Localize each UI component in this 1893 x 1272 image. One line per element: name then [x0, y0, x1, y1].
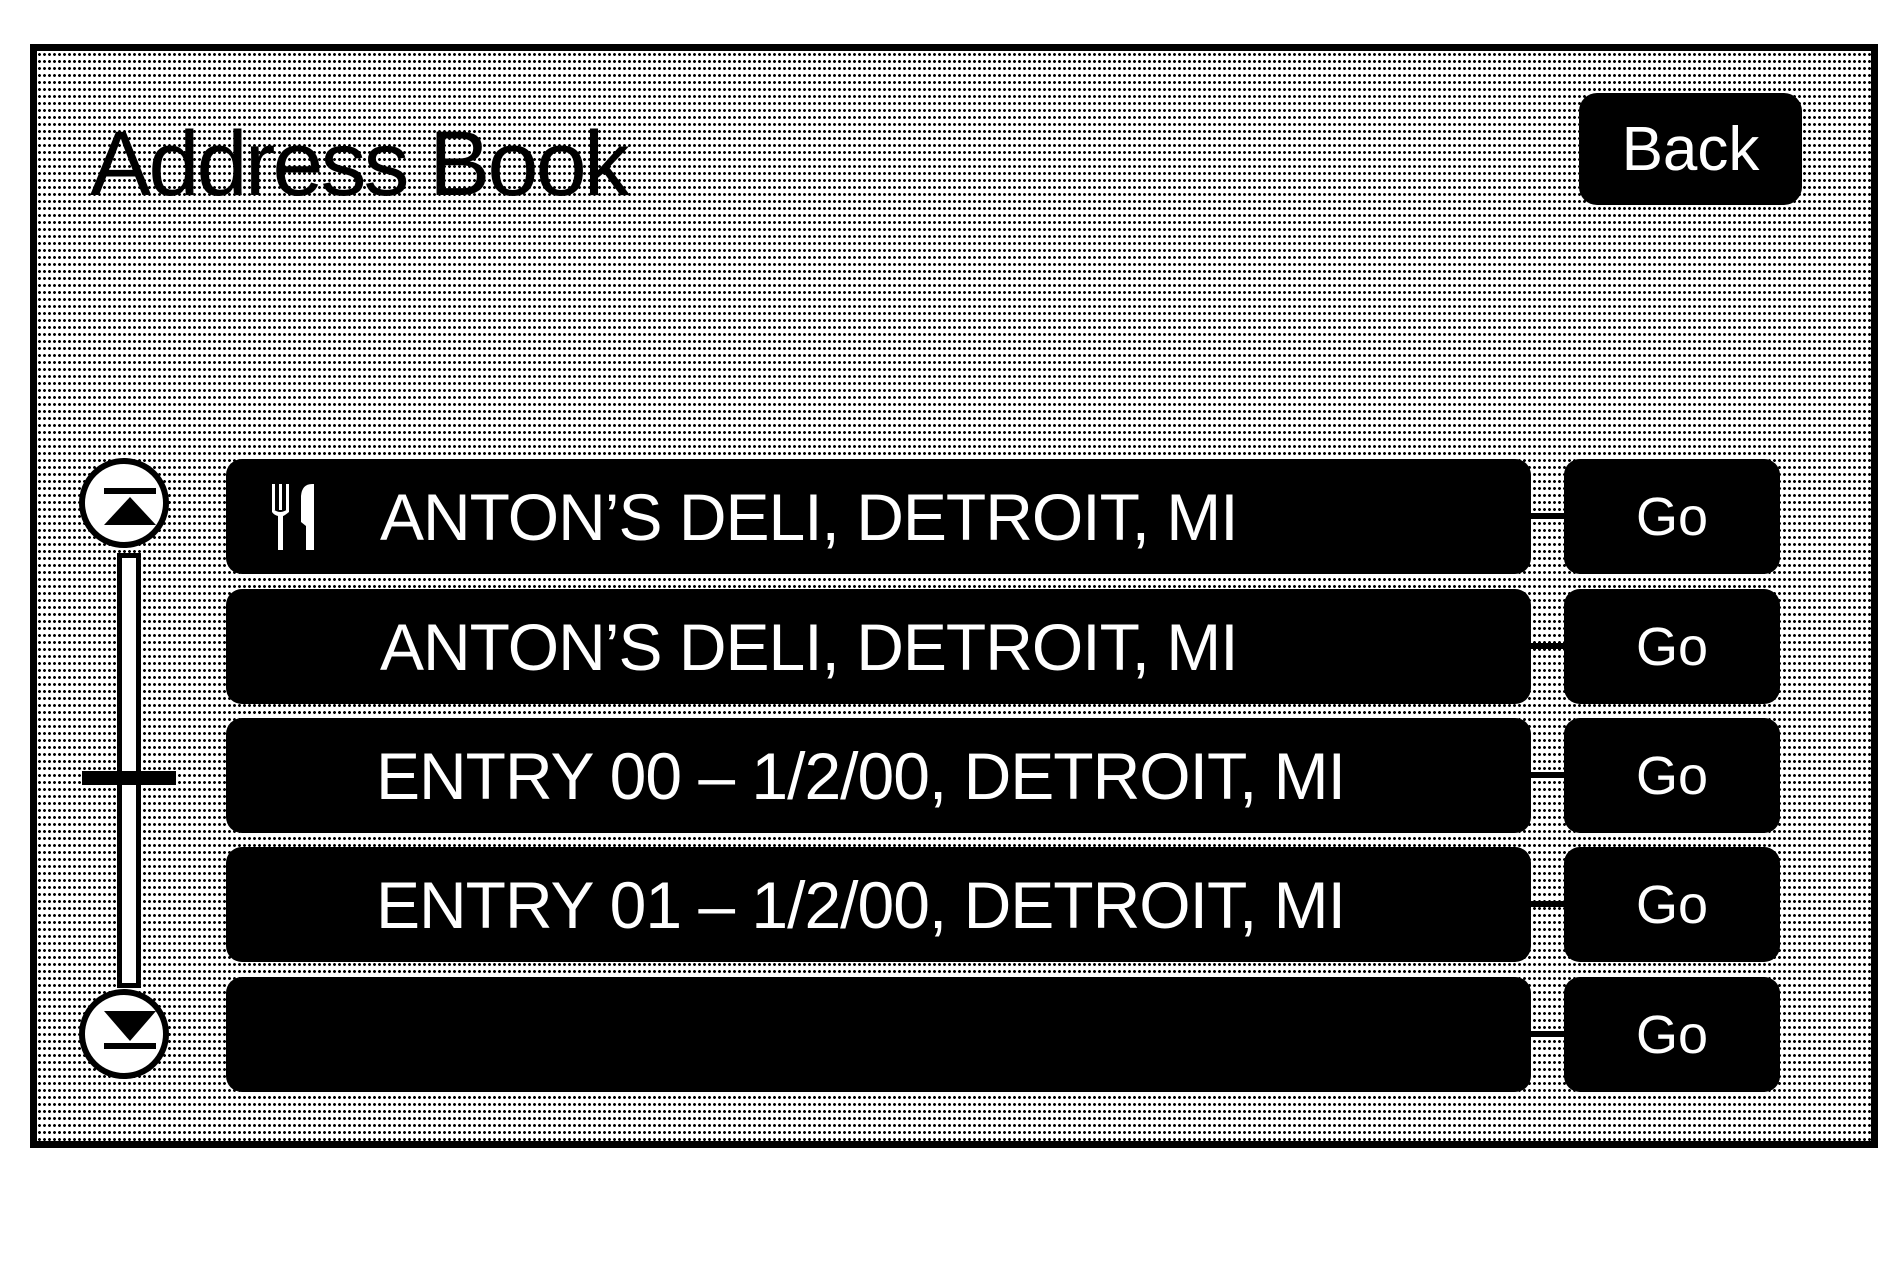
entry-label: ANTON’S DELI, DETROIT, MI: [380, 609, 1239, 684]
entry-label: ANTON’S DELI, DETROIT, MI: [380, 479, 1239, 554]
list-item[interactable]: ENTRY 00 – 1/2/00, DETROIT, MI: [226, 718, 1531, 833]
scroll-top-icon: [104, 488, 156, 525]
list-item[interactable]: ANTON’S DELI, DETROIT, MI: [226, 589, 1531, 704]
back-button[interactable]: Back: [1579, 93, 1802, 205]
scroll-down-button[interactable]: [79, 989, 169, 1079]
entry-label: ENTRY 01 – 1/2/00, DETROIT, MI: [376, 867, 1346, 942]
list-item[interactable]: ENTRY 01 – 1/2/00, DETROIT, MI: [226, 847, 1531, 962]
entry-label: ENTRY 00 – 1/2/00, DETROIT, MI: [376, 738, 1346, 813]
go-button[interactable]: Go: [1564, 459, 1780, 574]
connector-line: [1531, 1031, 1564, 1037]
scroll-bottom-icon: [104, 1011, 156, 1049]
connector-line: [1531, 513, 1564, 519]
connector-line: [1531, 901, 1564, 907]
go-button[interactable]: Go: [1564, 589, 1780, 704]
list-item[interactable]: [226, 977, 1531, 1092]
connector-line: [1531, 772, 1564, 778]
go-button[interactable]: Go: [1564, 977, 1780, 1092]
scroll-up-button[interactable]: [79, 458, 169, 548]
go-button[interactable]: Go: [1564, 847, 1780, 962]
go-button[interactable]: Go: [1564, 718, 1780, 833]
scrollbar-thumb[interactable]: [82, 771, 176, 785]
connector-line: [1531, 643, 1564, 649]
list-item[interactable]: ANTON’S DELI, DETROIT, MI: [226, 459, 1531, 574]
restaurant-icon: [272, 484, 314, 550]
scrollbar-track[interactable]: [117, 553, 141, 988]
page-title: Address Book: [90, 113, 630, 215]
